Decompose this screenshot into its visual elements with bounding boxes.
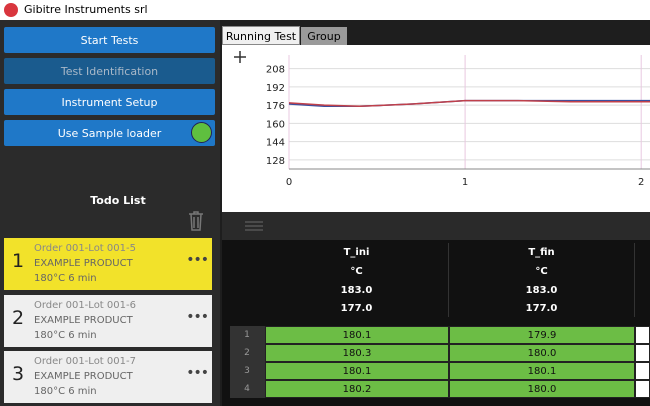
empty-cell <box>635 362 650 380</box>
todo-order: Order 001-Lot 001-5 <box>34 243 136 254</box>
y-tick-label: 128 <box>266 156 285 167</box>
menu-icon[interactable] <box>244 220 264 232</box>
chart: 128 144 160 176 192 208 0 1 2 <box>222 45 650 212</box>
todo-conditions: 180°C 6 min <box>34 329 97 341</box>
column-header: T_fin <box>449 243 635 262</box>
start-tests-button[interactable]: Start Tests <box>4 27 215 53</box>
data-cell: 180.3 <box>265 344 449 362</box>
todo-title: Todo List <box>90 194 146 207</box>
column-header: °C <box>449 262 635 281</box>
summary-cell: 183.0 <box>265 281 449 299</box>
more-button[interactable]: ••• <box>186 365 209 381</box>
column-header: °C <box>265 262 449 281</box>
summary-cell: 177.0 <box>265 299 449 317</box>
x-tick-label: 1 <box>462 177 468 188</box>
todo-conditions: 180°C 6 min <box>34 386 97 397</box>
data-cell: 180.1 <box>265 362 449 380</box>
todo-index: 3 <box>12 363 25 385</box>
data-cell: 180.1 <box>265 326 449 344</box>
more-button[interactable]: ••• <box>186 308 209 325</box>
empty-cell <box>635 380 650 398</box>
row-index: 2 <box>230 344 265 362</box>
todo-order: Order 001-Lot 001-6 <box>34 299 136 311</box>
tab[interactable]: Group <box>301 27 347 45</box>
row-index: 4 <box>230 380 265 398</box>
y-tick-label: 144 <box>266 138 285 149</box>
todo-conditions: 180°C 6 min <box>34 273 97 284</box>
window-title: Gibitre Instruments srl <box>24 3 148 16</box>
todo-index: 2 <box>12 306 25 329</box>
app-icon <box>4 3 18 17</box>
todo-card[interactable]: 2 Order 001-Lot 001-6 EXAMPLE PRODUCT 180°C… <box>4 294 212 347</box>
data-cell: 180.1 <box>449 362 635 380</box>
data-cell: 180.0 <box>449 380 635 398</box>
row-index: 3 <box>230 362 265 380</box>
data-cell: 179.9 <box>449 326 635 344</box>
column-header: T_ini <box>265 243 449 262</box>
empty-cell <box>635 326 650 344</box>
x-tick-label: 2 <box>638 177 644 188</box>
empty-cell <box>635 344 650 362</box>
status-indicator <box>191 122 212 143</box>
todo-card[interactable]: 1 Order 001-Lot 001-5 EXAMPLE PRODUCT 180°C… <box>4 238 212 290</box>
zoom-icon[interactable] <box>234 51 246 63</box>
more-button[interactable]: ••• <box>186 252 209 268</box>
row-index: 1 <box>230 326 265 344</box>
y-tick-label: 176 <box>266 101 285 112</box>
todo-order: Order 001-Lot 001-7 <box>34 356 136 367</box>
y-tick-label: 208 <box>266 65 285 76</box>
toolbar <box>222 212 650 240</box>
sample-loader-button[interactable]: Use Sample loader <box>4 120 215 146</box>
trash-icon[interactable] <box>186 210 206 232</box>
test-identification-button[interactable]: Test Identification <box>4 58 215 84</box>
summary-cell: 177.0 <box>449 299 635 317</box>
todo-product: EXAMPLE PRODUCT <box>34 258 133 269</box>
series-line <box>288 99 650 108</box>
data-cell: 180.2 <box>265 380 449 398</box>
y-tick-label: 160 <box>266 119 285 130</box>
summary-cell: 183.0 <box>449 281 635 299</box>
todo-product: EXAMPLE PRODUCT <box>34 371 133 382</box>
x-tick-label: 0 <box>286 177 292 188</box>
instrument-setup-button[interactable]: Instrument Setup <box>4 89 215 115</box>
todo-product: EXAMPLE PRODUCT <box>34 314 133 326</box>
chart-background <box>222 45 650 212</box>
tab[interactable]: Running Test <box>222 26 300 45</box>
y-tick-label: 192 <box>266 83 285 94</box>
data-cell: 180.0 <box>449 344 635 362</box>
todo-index: 1 <box>12 250 25 272</box>
todo-card[interactable]: 3 Order 001-Lot 001-7 EXAMPLE PRODUCT 180°C… <box>4 351 212 403</box>
title-bar: Gibitre Instruments srl <box>0 0 650 20</box>
